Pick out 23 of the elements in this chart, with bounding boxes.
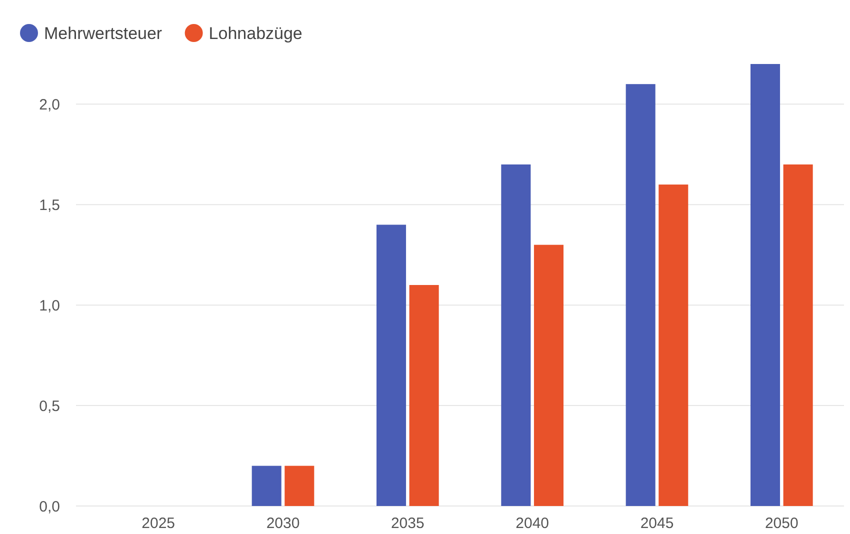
bar <box>284 466 314 506</box>
bar <box>626 84 656 506</box>
x-tick-label: 2035 <box>390 515 424 532</box>
bar <box>252 466 282 506</box>
x-tick-label: 2025 <box>142 515 176 532</box>
legend-label: Lohnabzüge <box>208 24 302 43</box>
y-tick-label: 0,5 <box>39 398 60 415</box>
y-tick-label: 1,5 <box>39 196 60 214</box>
bar <box>534 244 564 506</box>
bar <box>501 164 531 506</box>
bar <box>783 164 813 506</box>
bar <box>750 64 780 506</box>
x-tick-label: 2045 <box>640 515 674 532</box>
y-tick-label: 2,0 <box>39 96 60 114</box>
y-tick-label: 0,0 <box>39 498 60 516</box>
legend-label: Mehrwertsteuer <box>44 24 162 43</box>
bar <box>658 184 688 506</box>
bar <box>409 285 439 506</box>
x-tick-label: 2050 <box>764 515 798 532</box>
bar <box>376 224 406 506</box>
x-tick-label: 2030 <box>266 515 300 532</box>
y-tick-label: 1,0 <box>39 297 60 314</box>
x-tick-label: 2040 <box>516 515 550 532</box>
